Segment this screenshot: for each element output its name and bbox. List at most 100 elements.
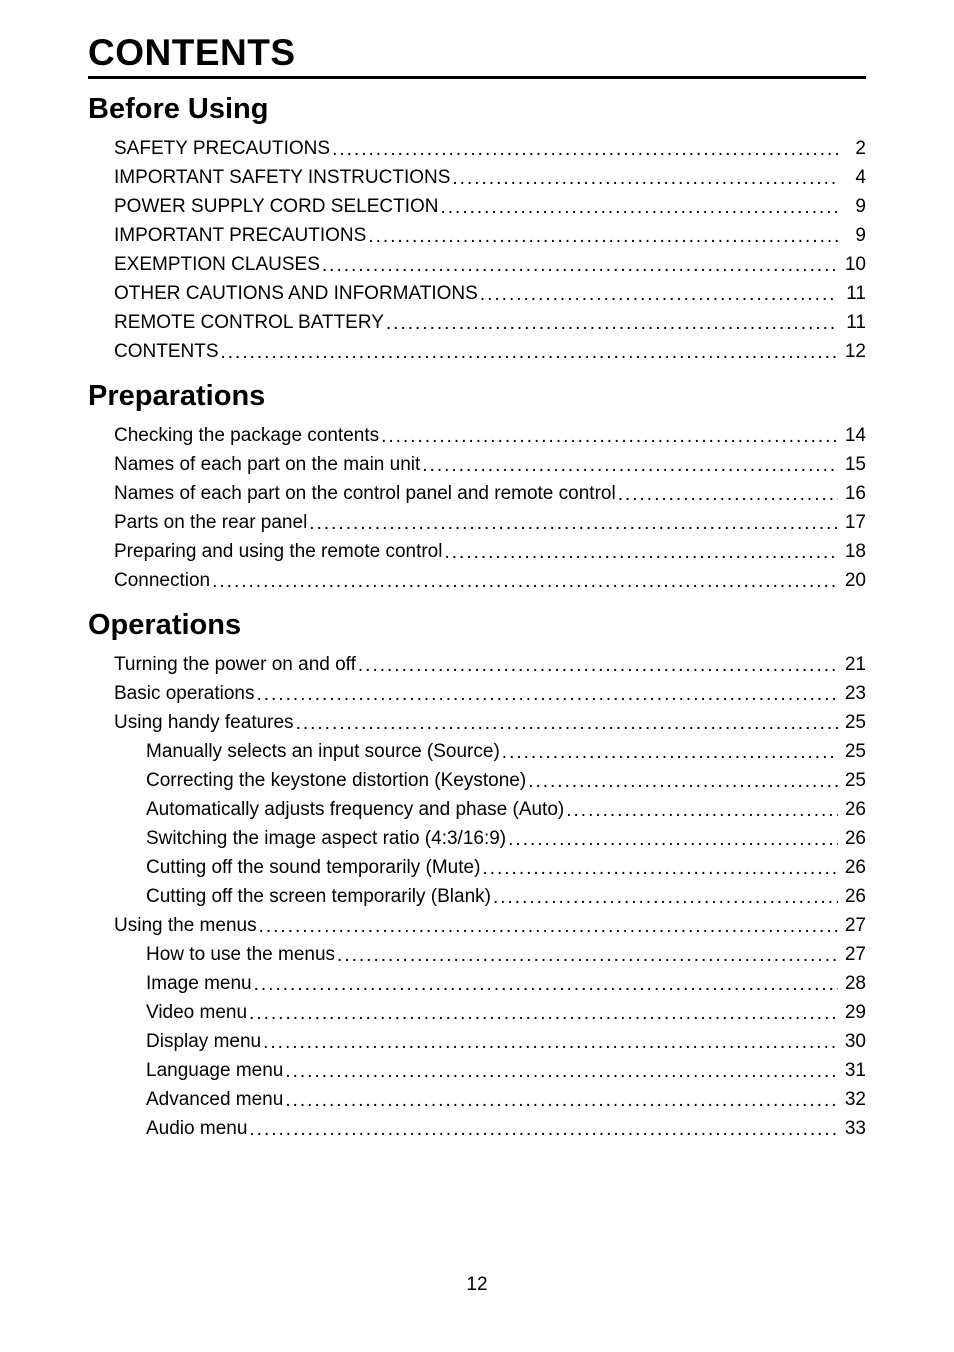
toc-leader [358, 656, 838, 675]
toc-leader [249, 1120, 838, 1139]
toc-entry[interactable]: Cutting off the screen temporarily (Blan… [88, 882, 866, 911]
toc-entry[interactable]: Names of each part on the control panel … [88, 479, 866, 508]
toc-entry[interactable]: Turning the power on and off 21 [88, 650, 866, 679]
toc-label: SAFETY PRECAUTIONS [114, 139, 332, 158]
toc-label: REMOTE CONTROL BATTERY [114, 313, 386, 332]
toc-leader [508, 830, 838, 849]
toc-label: Switching the image aspect ratio (4:3/16… [146, 829, 508, 848]
toc-entry[interactable]: Cutting off the sound temporarily (Mute)… [88, 853, 866, 882]
page-number: 12 [0, 1274, 954, 1296]
toc-page: 11 [838, 284, 866, 303]
toc-entry[interactable]: Manually selects an input source (Source… [88, 737, 866, 766]
toc-leader [285, 1062, 838, 1081]
toc-leader [285, 1091, 838, 1110]
toc-label: Cutting off the screen temporarily (Blan… [146, 887, 493, 906]
toc-page: 12 [838, 342, 866, 361]
toc-entry[interactable]: REMOTE CONTROL BATTERY 11 [88, 308, 866, 337]
toc-page: 11 [838, 313, 866, 332]
toc-page: 2 [838, 139, 866, 158]
toc-entry[interactable]: Basic operations23 [88, 679, 866, 708]
toc-leader [386, 314, 838, 333]
toc-page: 25 [838, 713, 866, 732]
toc-page: 15 [838, 455, 866, 474]
toc-entry[interactable]: Using handy features 25 [88, 708, 866, 737]
toc-leader [332, 140, 838, 159]
toc-leader [259, 917, 838, 936]
toc-entry[interactable]: How to use the menus27 [88, 940, 866, 969]
toc-page: 20 [838, 571, 866, 590]
toc-page: 25 [838, 771, 866, 790]
section-heading-before-using: Before Using [88, 93, 866, 126]
toc-label: How to use the menus [146, 945, 337, 964]
toc-page: 32 [838, 1090, 866, 1109]
toc-entry[interactable]: Advanced menu 32 [88, 1085, 866, 1114]
toc-leader [256, 685, 838, 704]
toc-label: Advanced menu [146, 1090, 285, 1109]
toc-label: Audio menu [146, 1119, 249, 1138]
toc-leader [337, 946, 838, 965]
toc-label: Using handy features [114, 713, 296, 732]
toc-page: 14 [838, 426, 866, 445]
toc-entry[interactable]: EXEMPTION CLAUSES10 [88, 250, 866, 279]
toc-entry[interactable]: Using the menus27 [88, 911, 866, 940]
toc-label: Turning the power on and off [114, 655, 358, 674]
toc-entry[interactable]: Preparing and using the remote control 18 [88, 537, 866, 566]
toc-entry[interactable]: CONTENTS12 [88, 337, 866, 366]
toc-entry[interactable]: Connection 20 [88, 566, 866, 595]
toc-page: 31 [838, 1061, 866, 1080]
toc-entry[interactable]: Checking the package contents 14 [88, 421, 866, 450]
toc-entry[interactable]: Automatically adjusts frequency and phas… [88, 795, 866, 824]
toc-entry[interactable]: Display menu30 [88, 1027, 866, 1056]
section-heading-preparations: Preparations [88, 380, 866, 413]
toc-label: Manually selects an input source (Source… [146, 742, 502, 761]
toc-label: Automatically adjusts frequency and phas… [146, 800, 566, 819]
toc-leader [263, 1033, 838, 1052]
toc-page: 4 [838, 168, 866, 187]
toc-leader [528, 772, 838, 791]
toc-preparations: Checking the package contents 14 Names of… [88, 421, 866, 595]
toc-label: Display menu [146, 1032, 263, 1051]
toc-leader [502, 743, 838, 762]
toc-entry[interactable]: Correcting the keystone distortion (Keys… [88, 766, 866, 795]
toc-leader [444, 543, 838, 562]
toc-entry[interactable]: Language menu31 [88, 1056, 866, 1085]
toc-entry[interactable]: Parts on the rear panel17 [88, 508, 866, 537]
toc-leader [212, 572, 838, 591]
toc-leader [322, 256, 838, 275]
toc-entry[interactable]: IMPORTANT SAFETY INSTRUCTIONS 4 [88, 163, 866, 192]
toc-label: Names of each part on the main unit [114, 455, 422, 474]
toc-label: IMPORTANT PRECAUTIONS [114, 226, 368, 245]
toc-label: Names of each part on the control panel … [114, 484, 618, 503]
toc-page: 21 [838, 655, 866, 674]
toc-entry[interactable]: SAFETY PRECAUTIONS 2 [88, 134, 866, 163]
toc-leader [422, 456, 838, 475]
toc-entry[interactable]: Switching the image aspect ratio (4:3/16… [88, 824, 866, 853]
toc-entry[interactable]: OTHER CAUTIONS AND INFORMATIONS11 [88, 279, 866, 308]
toc-entry[interactable]: POWER SUPPLY CORD SELECTION 9 [88, 192, 866, 221]
toc-entry[interactable]: Image menu28 [88, 969, 866, 998]
toc-page: 26 [838, 887, 866, 906]
toc-label: Connection [114, 571, 212, 590]
toc-leader [480, 285, 838, 304]
toc-entry[interactable]: IMPORTANT PRECAUTIONS9 [88, 221, 866, 250]
toc-label: Using the menus [114, 916, 259, 935]
toc-label: POWER SUPPLY CORD SELECTION [114, 197, 440, 216]
toc-page: 18 [838, 542, 866, 561]
toc-leader [482, 859, 838, 878]
toc-label: Preparing and using the remote control [114, 542, 444, 561]
toc-entry[interactable]: Names of each part on the main unit 15 [88, 450, 866, 479]
toc-page: 26 [838, 829, 866, 848]
toc-entry[interactable]: Audio menu33 [88, 1114, 866, 1143]
toc-entry[interactable]: Video menu29 [88, 998, 866, 1027]
toc-label: Cutting off the sound temporarily (Mute) [146, 858, 482, 877]
toc-page: 10 [838, 255, 866, 274]
toc-page: 16 [838, 484, 866, 503]
toc-label: IMPORTANT SAFETY INSTRUCTIONS [114, 168, 452, 187]
toc-leader [368, 227, 838, 246]
toc-page: 9 [838, 197, 866, 216]
toc-leader [309, 514, 838, 533]
toc-leader [249, 1004, 838, 1023]
toc-leader [618, 485, 838, 504]
toc-page: 29 [838, 1003, 866, 1022]
toc-label: Checking the package contents [114, 426, 381, 445]
